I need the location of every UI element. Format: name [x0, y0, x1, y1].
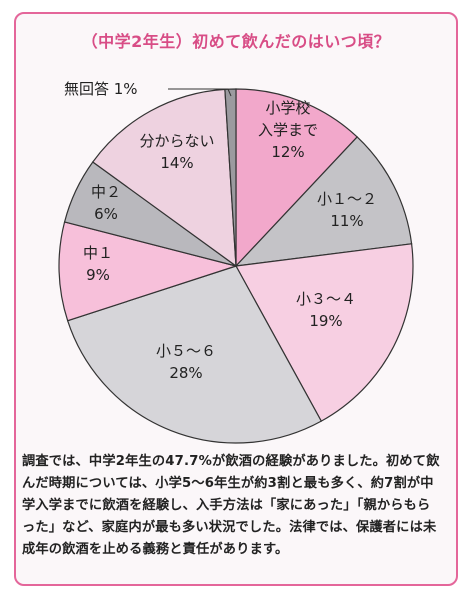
pie-slice-2 [234, 136, 413, 267]
slice-label-1-line-1: 小学校 [265, 99, 310, 117]
slice-label-7-line-1: 分からない [139, 132, 214, 150]
slice-label-5-line-1: 中１ [83, 244, 113, 262]
slice-label-4-line-2: 28% [169, 364, 202, 382]
no-answer-leader-line [168, 88, 232, 97]
pie-slice-5 [58, 221, 239, 322]
slice-label-2-line-2: 11% [330, 212, 363, 230]
pie-slice-1 [235, 88, 359, 268]
slice-label-1-line-3: 12% [271, 143, 304, 161]
slice-label-7-line-2: 14% [160, 154, 193, 172]
pie-slice-7 [91, 88, 237, 268]
slice-label-5-line-2: 9% [86, 266, 110, 284]
caption-text: 調査では、中学2年生の47.7%が飲酒の経験がありました。初めて飲んだ時期につい… [22, 454, 440, 557]
slice-label-2-line-1: 小１～２ [317, 190, 377, 208]
slice-label-no-answer: 無回答 1% [64, 80, 138, 98]
pie-slice-4 [66, 265, 323, 444]
slice-label-6-line-2: 6% [94, 205, 118, 223]
slice-label-1-line-2: 入学まで [258, 121, 318, 139]
slice-label-3-line-2: 19% [309, 312, 342, 330]
slice-label-3-line-1: 小３～４ [296, 290, 356, 308]
pie-slice-3 [235, 243, 414, 422]
chart-title: （中学2年生）初めて飲んだのはいつ頃？ [81, 32, 391, 51]
slice-label-4-line-1: 小５～６ [156, 342, 216, 360]
slice-label-6-line-1: 中２ [91, 183, 121, 201]
